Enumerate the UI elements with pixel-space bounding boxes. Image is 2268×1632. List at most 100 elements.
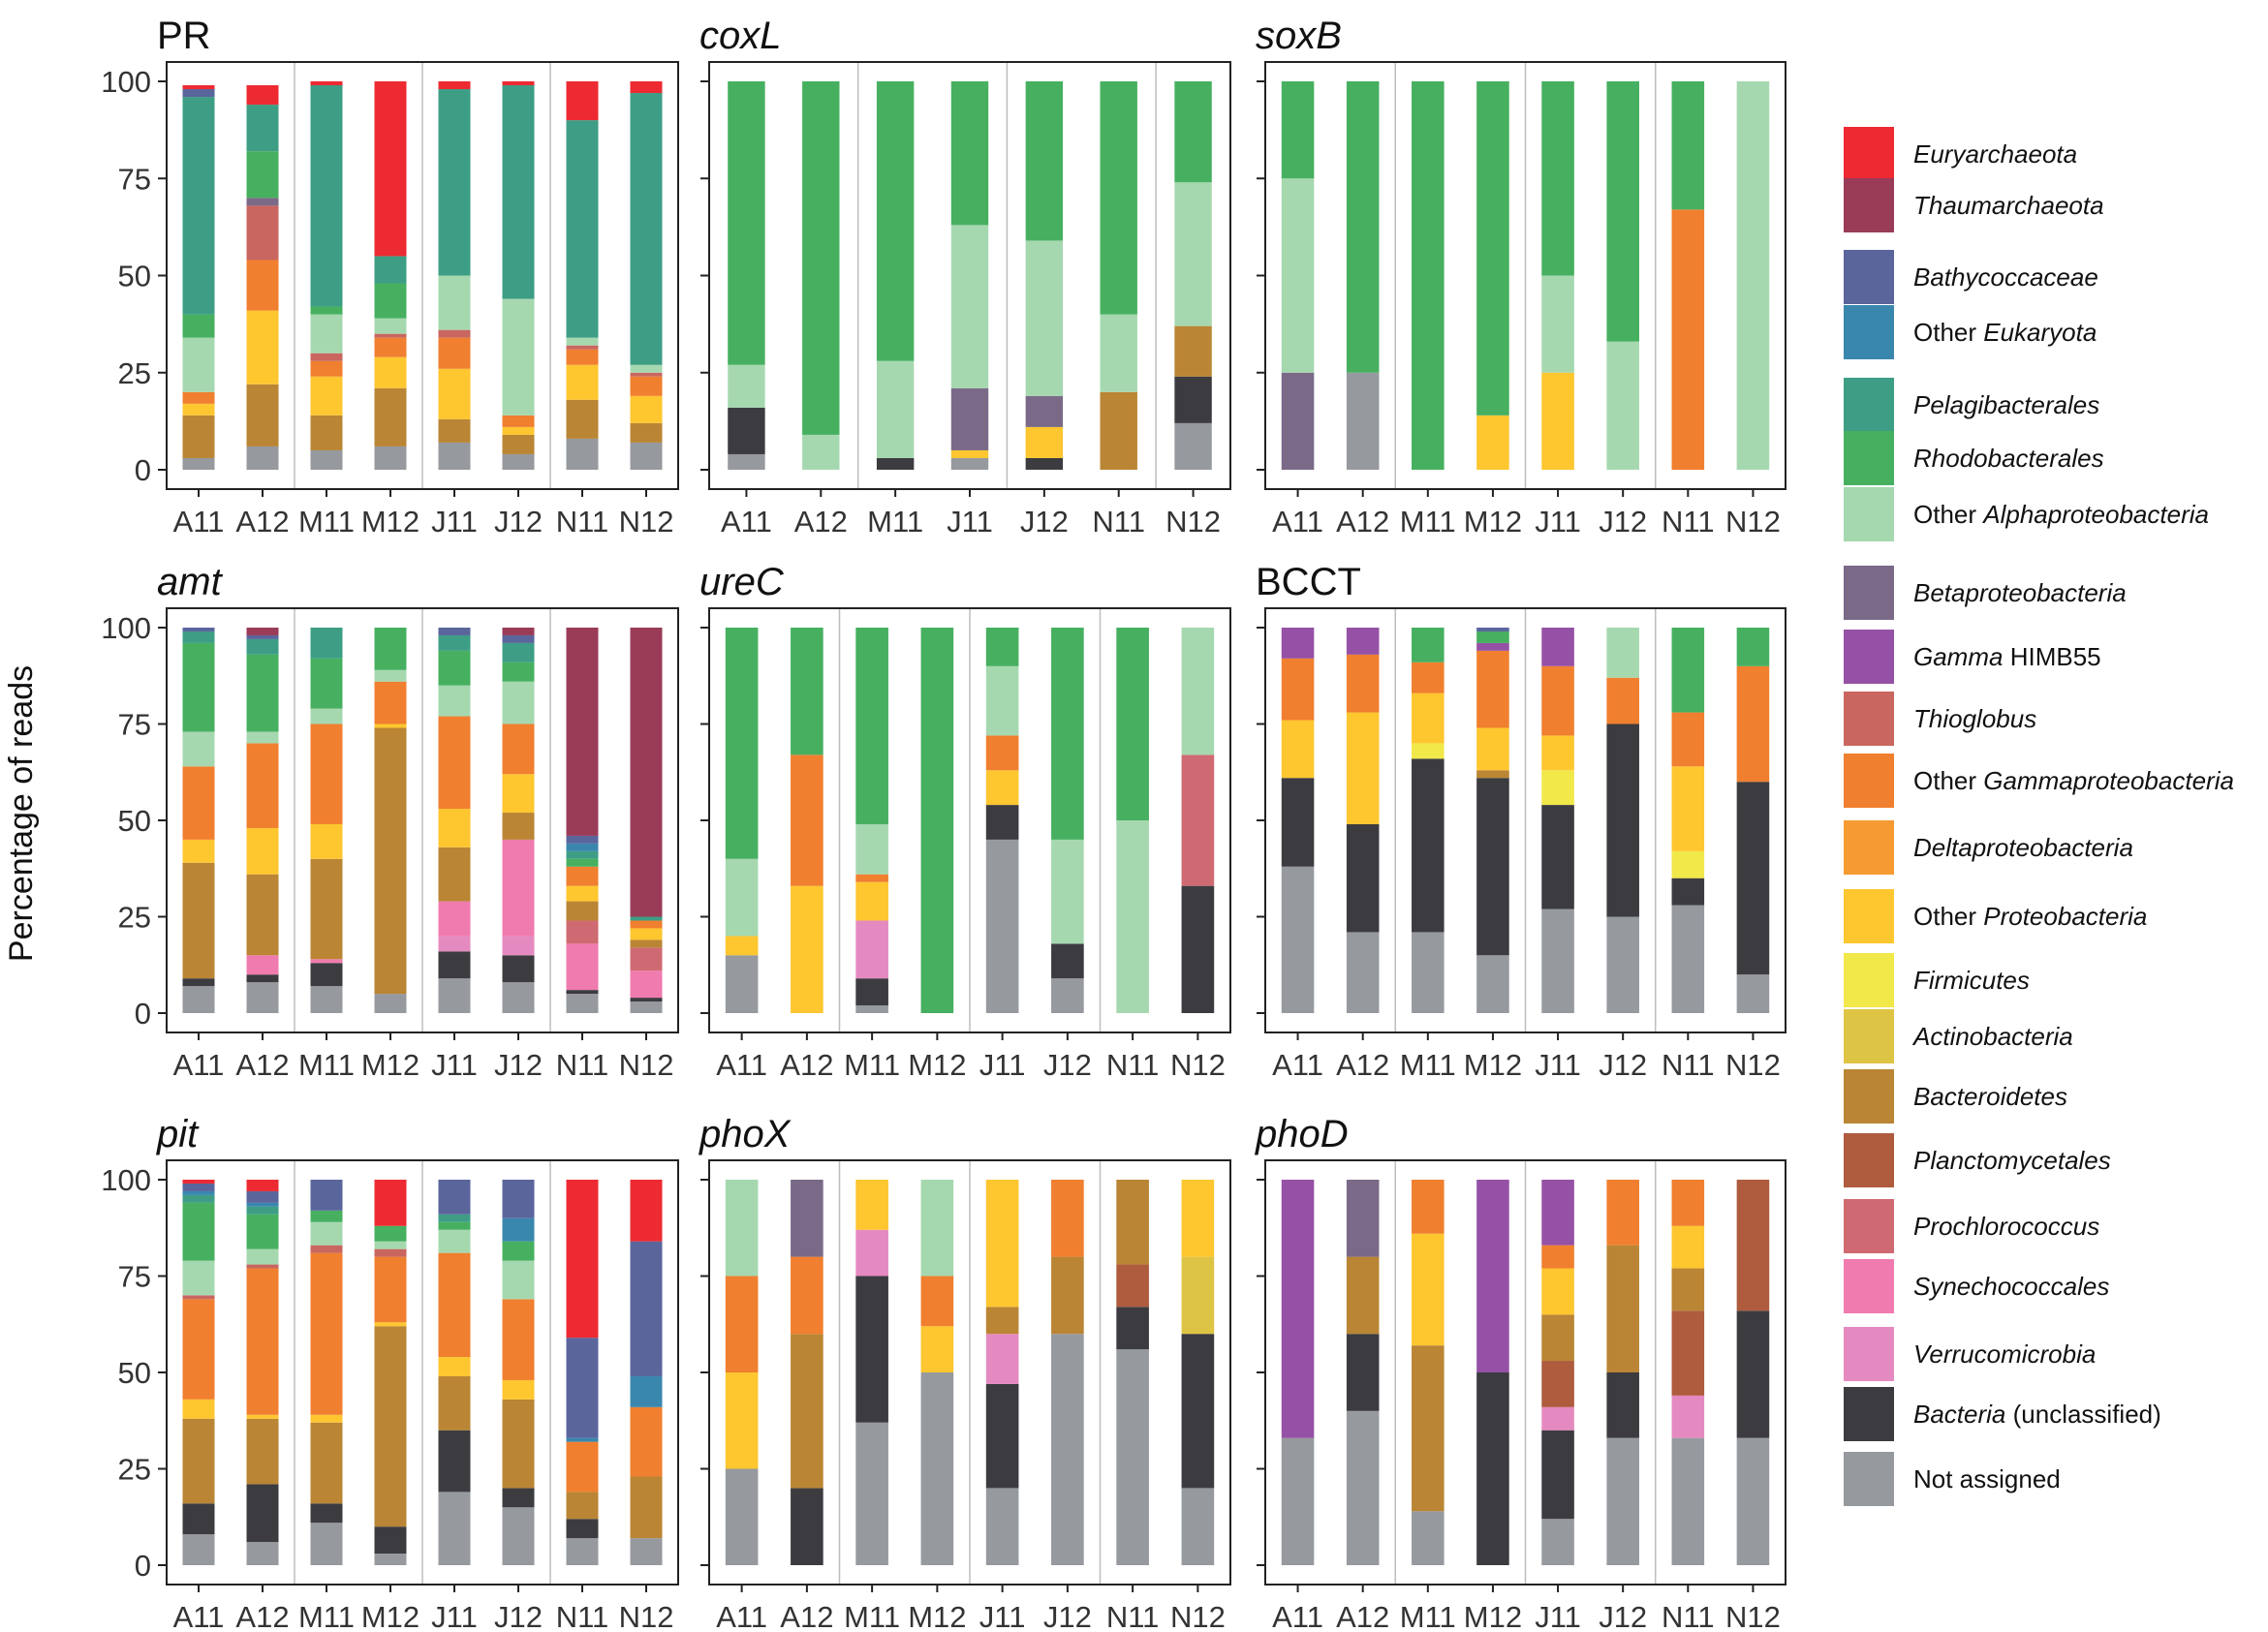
y-tick-label: 100 [101, 1163, 151, 1197]
bar-segment-unclass [374, 1526, 407, 1555]
bar-segment-ogamma [502, 1299, 535, 1380]
bar-segment-unclass [1181, 885, 1215, 1013]
bar-segment-thio [566, 345, 599, 350]
y-tick-label: 0 [135, 997, 151, 1031]
bar-segment-na [246, 982, 279, 1013]
bar-segment-oalpha [502, 298, 535, 416]
bar-segment-oproteo [855, 1180, 888, 1230]
bar-segment-verru [502, 936, 535, 956]
x-tick-label: A11 [173, 1600, 225, 1632]
legend-label-main: Deltaproteobacteria [1913, 833, 2133, 862]
bar-segment-ogamma [630, 1406, 663, 1477]
panel-title: coxL [699, 15, 782, 57]
legend-label-prefix: Other [1913, 766, 1983, 795]
bar-segment-na [985, 839, 1019, 1013]
bar-segment-unclass [1025, 457, 1064, 470]
bar-segment-na [1346, 372, 1380, 470]
bar-segment-ogamma [1412, 1180, 1445, 1234]
bar-segment-verru [985, 1334, 1019, 1384]
bar-segment-bacter [438, 1375, 471, 1431]
panel-title: ureC [699, 561, 785, 603]
x-tick-label: A12 [780, 1600, 833, 1632]
bar-segment-na [502, 982, 535, 1013]
bar-segment-na [1606, 916, 1639, 1013]
legend-label-prefix: Other [1913, 500, 1983, 529]
bar-segment-oalpha [802, 434, 840, 470]
bar-segment-rhodo [310, 1210, 343, 1222]
legend-swatch [1844, 1069, 1894, 1124]
bar-segment-oproteo [630, 395, 663, 423]
bar-A11 [182, 1180, 215, 1565]
bar-segment-ogamma [182, 766, 215, 840]
x-tick-label: J12 [1599, 1600, 1647, 1632]
y-tick-label: 50 [118, 1356, 151, 1390]
bar-J11 [1541, 81, 1574, 470]
bar-segment-oproteo [855, 881, 888, 921]
bar-segment-na [182, 986, 215, 1013]
bar-segment-rhodo [1606, 81, 1639, 342]
bar-A11 [182, 85, 215, 470]
x-tick-label: M12 [361, 505, 419, 539]
legend-label-main: Eukaryota [1983, 318, 2097, 347]
bar-segment-oeuk [630, 1375, 663, 1407]
bar-segment-eury [182, 85, 215, 90]
legend-item-planc: Planctomycetales [1844, 1133, 2111, 1187]
bar-segment-rhodo [725, 628, 759, 859]
bar-segment-gamma [1281, 1180, 1315, 1438]
bar-segment-ogamma [1281, 658, 1315, 721]
bar-segment-na [1051, 1334, 1084, 1565]
panel-phox: phoX A11 A12 M11 M12 J11 J12 N11 N12 [699, 1113, 1231, 1632]
bar-segment-oproteo [1025, 426, 1064, 458]
legend-swatch [1844, 1327, 1894, 1381]
x-tick-label: J11 [1535, 505, 1581, 539]
bar-segment-oproteo [502, 426, 535, 435]
y-tick-label: 75 [118, 162, 151, 196]
bar-segment-oalpha [246, 1248, 279, 1265]
bar-segment-ogamma [1541, 1245, 1574, 1269]
bar-segment-oeuk [566, 843, 599, 851]
bar-segment-na [1736, 1437, 1770, 1565]
bar-A12 [246, 85, 279, 470]
bar-segment-oproteo [725, 936, 759, 956]
legend-label-main: Thaumarchaeota [1913, 191, 2104, 220]
bar-segment-ogamma [1412, 662, 1445, 693]
legend-item-oeuk: Other Eukaryota [1844, 305, 2097, 359]
x-tick-label: N11 [1662, 505, 1715, 539]
legend-item-actino: Actinobacteria [1844, 1009, 2073, 1063]
x-tick-label: J12 [1599, 1048, 1647, 1082]
bar-segment-oalpha [1174, 182, 1212, 326]
legend-label: Other Alphaproteobacteria [1913, 500, 2209, 529]
bar-segment-ogamma [630, 376, 663, 396]
bar-segment-synech [630, 970, 663, 999]
legend-swatch [1844, 692, 1894, 746]
panel-amt: amt 0 25 50 75 100 A11 A12 M11 M12 J11 J12 N11 N12 [101, 561, 679, 1082]
bar-segment-na [1412, 932, 1445, 1013]
bar-segment-planc [1541, 1361, 1574, 1407]
bar-segment-bacter [566, 901, 599, 921]
legend-label-main: Bacteria [1913, 1400, 2005, 1429]
bar-segment-unclass [310, 1503, 343, 1524]
bar-segment-unclass [1606, 1372, 1639, 1438]
bar-segment-ogamma [855, 874, 888, 882]
bar-J11 [950, 81, 989, 470]
bar-segment-oalpha [374, 669, 407, 682]
bar-segment-oproteo [1541, 1268, 1574, 1315]
bar-segment-unclass [1541, 805, 1574, 909]
legend-item-synech: Synechococcales [1844, 1259, 2109, 1313]
x-tick-label: A11 [1272, 1600, 1323, 1632]
bar-segment-oalpha [566, 337, 599, 346]
bar-segment-rhodo [502, 662, 535, 682]
legend-item-gamma: Gamma HIMB55 [1844, 630, 2101, 684]
y-tick-label: 75 [118, 1260, 151, 1294]
bar-segment-verru [855, 1229, 888, 1277]
x-tick-label: A12 [235, 1600, 289, 1632]
bar-segment-oalpha [920, 1180, 954, 1277]
bar-segment-beta [1346, 1180, 1380, 1257]
panel-title: phoD [1255, 1113, 1349, 1155]
bar-segment-unclass [855, 978, 888, 1006]
bar-segment-oalpha [182, 1260, 215, 1296]
bar-segment-thaum [566, 628, 599, 836]
bar-segment-na [855, 1422, 888, 1565]
bar-segment-oalpha [855, 823, 888, 875]
